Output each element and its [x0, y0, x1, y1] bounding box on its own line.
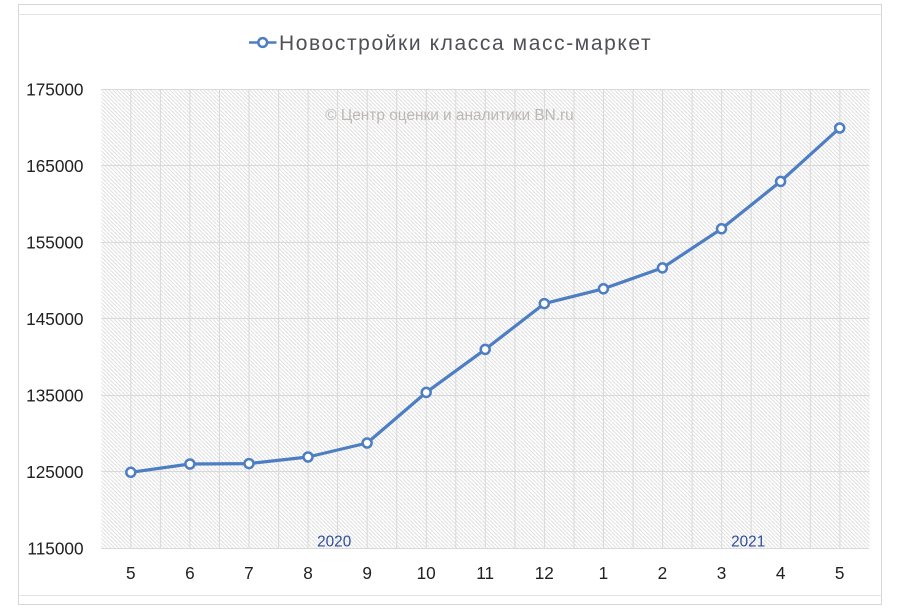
- svg-text:2: 2: [658, 563, 668, 583]
- svg-text:4: 4: [776, 563, 786, 583]
- svg-text:165000: 165000: [26, 156, 83, 176]
- svg-text:145000: 145000: [26, 309, 83, 329]
- svg-text:Новостройки класса масс-маркет: Новостройки класса масс-маркет: [279, 32, 652, 55]
- svg-text:8: 8: [303, 563, 313, 583]
- svg-text:6: 6: [185, 563, 195, 583]
- svg-text:© Центр оценки и аналитики BN.: © Центр оценки и аналитики BN.ru: [325, 107, 573, 124]
- svg-text:11: 11: [476, 563, 494, 583]
- svg-text:175000: 175000: [26, 80, 83, 100]
- svg-text:155000: 155000: [26, 233, 83, 253]
- svg-text:10: 10: [417, 563, 436, 583]
- svg-text:2021: 2021: [731, 533, 765, 550]
- svg-text:125000: 125000: [26, 462, 83, 482]
- svg-text:135000: 135000: [26, 386, 83, 406]
- svg-text:5: 5: [126, 563, 136, 583]
- svg-text:1: 1: [599, 563, 609, 583]
- svg-text:2020: 2020: [317, 533, 351, 550]
- svg-text:115000: 115000: [27, 538, 83, 558]
- svg-text:5: 5: [835, 563, 845, 583]
- svg-text:3: 3: [717, 563, 727, 583]
- svg-text:7: 7: [244, 563, 254, 583]
- svg-text:9: 9: [362, 563, 372, 583]
- svg-text:12: 12: [535, 563, 554, 583]
